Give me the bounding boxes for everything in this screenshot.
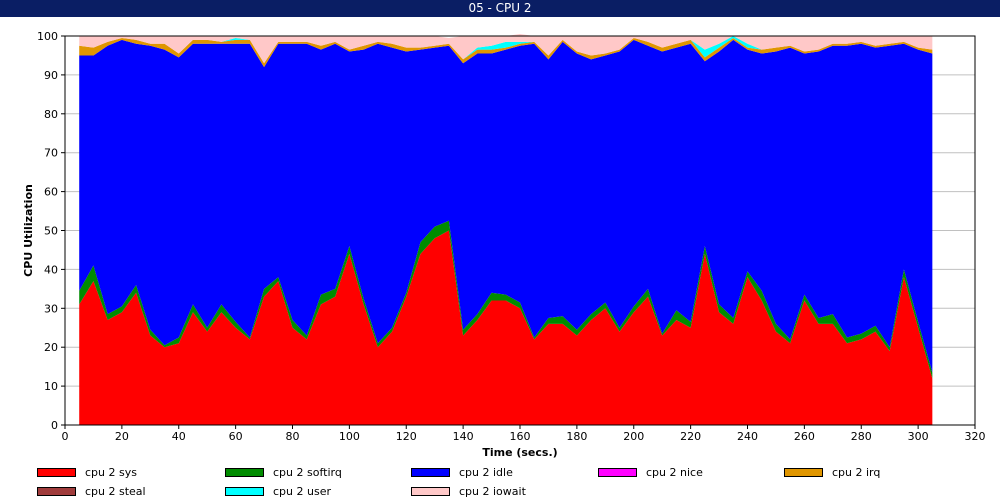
chart-plot: 0 20 40 60 80 100 120 140 160 180 200 220 240 260 280 3… — [22, 30, 986, 459]
legend-item: cpu 2 nice — [598, 465, 703, 479]
x-tick-label: 200 — [623, 430, 644, 443]
legend-item: cpu 2 steal — [37, 484, 146, 498]
x-tick-label: 140 — [453, 430, 474, 443]
y-tick-label: 80 — [44, 108, 58, 121]
legend-item: cpu 2 softirq — [225, 465, 342, 479]
x-tick-label: 220 — [680, 430, 701, 443]
y-tick-label: 40 — [44, 263, 58, 276]
legend-item: cpu 2 irq — [784, 465, 880, 479]
y-tick-label: 90 — [44, 69, 58, 82]
legend-swatch — [37, 486, 76, 496]
area-series-cpu-2-sys — [79, 230, 933, 425]
y-tick-label: 0 — [51, 419, 58, 432]
x-tick-label: 180 — [566, 430, 587, 443]
x-tick-label: 280 — [851, 430, 872, 443]
x-tick-label: 120 — [396, 430, 417, 443]
y-tick-label: 20 — [44, 341, 58, 354]
legend-label: cpu 2 nice — [646, 465, 703, 479]
y-tick-label: 60 — [44, 186, 58, 199]
x-tick-label: 20 — [115, 430, 129, 443]
area-series-cpu-2-idle — [79, 39, 933, 373]
x-tick-label: 100 — [339, 430, 360, 443]
x-tick-label: 60 — [229, 430, 243, 443]
y-tick-label: 70 — [44, 147, 58, 160]
legend-swatch — [598, 467, 637, 477]
legend-swatch — [411, 486, 450, 496]
legend-label: cpu 2 sys — [85, 465, 137, 479]
y-tick-label: 30 — [44, 302, 58, 315]
x-tick-label: 240 — [737, 430, 758, 443]
legend-label: cpu 2 steal — [85, 484, 146, 498]
chart-title: 05 - CPU 2 — [0, 0, 1000, 17]
y-tick-label: 50 — [44, 225, 58, 238]
y-axis-title: CPU Utilization — [22, 184, 35, 277]
legend-swatch — [225, 486, 264, 496]
legend-label: cpu 2 iowait — [459, 484, 526, 498]
legend-label: cpu 2 idle — [459, 465, 513, 479]
legend-label: cpu 2 irq — [832, 465, 881, 479]
legend: cpu 2 sys cpu 2 softirq cpu 2 idle cpu 2 ni… — [0, 462, 1000, 504]
legend-swatch — [37, 467, 76, 477]
x-tick-label: 0 — [62, 430, 69, 443]
x-tick-label: 320 — [965, 430, 986, 443]
legend-swatch — [784, 467, 823, 477]
legend-label: cpu 2 softirq — [273, 465, 342, 479]
x-tick-label: 260 — [794, 430, 815, 443]
legend-label: cpu 2 user — [273, 484, 331, 498]
x-tick-label: 160 — [510, 430, 531, 443]
x-axis-title: Time (secs.) — [482, 446, 557, 459]
x-tick-label: 300 — [908, 430, 929, 443]
area-series-group — [79, 34, 933, 425]
y-tick-label: 100 — [37, 30, 58, 43]
legend-item: cpu 2 sys — [37, 465, 137, 479]
legend-item: cpu 2 user — [225, 484, 331, 498]
legend-swatch — [411, 467, 450, 477]
y-tick-label: 10 — [44, 380, 58, 393]
legend-swatch — [225, 467, 264, 477]
area-series-cpu-2-softirq — [79, 220, 933, 379]
area-series-cpu-2-irq — [79, 37, 933, 68]
area-series-cpu-2-iowait — [79, 34, 933, 64]
x-tick-label: 80 — [286, 430, 300, 443]
x-tick-label: 40 — [172, 430, 186, 443]
axis-ticks: 0 20 40 60 80 100 120 140 160 180 200 220 240 260 280 3… — [37, 30, 986, 443]
legend-item: cpu 2 iowait — [411, 484, 526, 498]
legend-item: cpu 2 idle — [411, 465, 513, 479]
